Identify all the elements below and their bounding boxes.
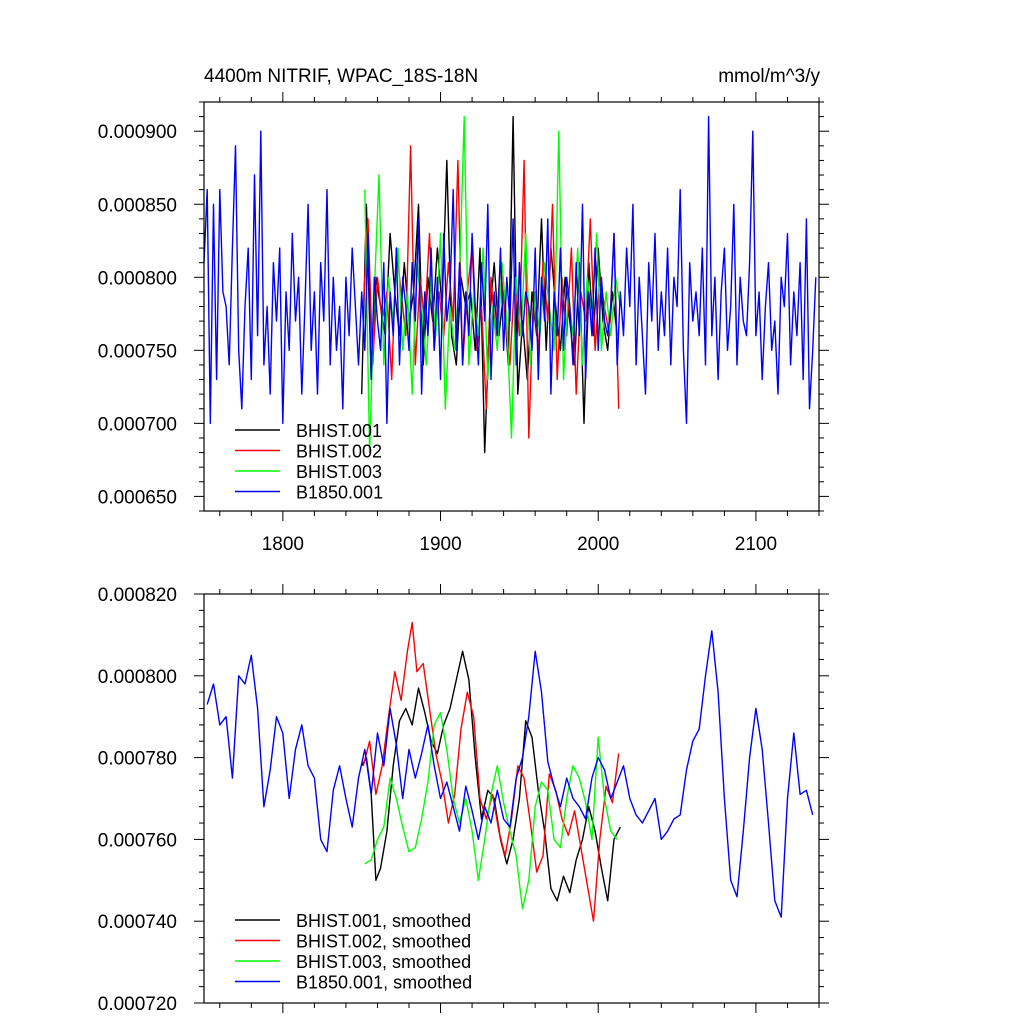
- series-line-bottom-2: [364, 711, 618, 910]
- y-tick-label: 0.000760: [98, 830, 177, 851]
- bottom-panel: 0.000720 0.000740 0.000760 0.000780 0.000800…: [98, 584, 829, 1015]
- x-tick-label: 2100: [735, 534, 777, 555]
- y-tick-label: 0.000700: [98, 414, 177, 435]
- x-tick-label: 1900: [419, 534, 461, 555]
- series-line-top-2: [364, 115, 621, 454]
- x-tick-label: 1800: [262, 534, 304, 555]
- legend-label: B1850.001: [296, 483, 383, 503]
- x-tick-label: 2000: [577, 534, 619, 555]
- units-label: mmol/m^3/y: [718, 66, 820, 87]
- legend-label: BHIST.003, smoothed: [296, 952, 471, 972]
- y-tick-label: 0.000900: [98, 122, 177, 143]
- y-tick-label: 0.000740: [98, 912, 177, 933]
- legend-label: BHIST.002: [296, 442, 382, 462]
- y-tick-label: 0.000750: [98, 341, 177, 362]
- series-line-top-1: [362, 145, 620, 439]
- series-line-top-3: [203, 115, 817, 425]
- chart-title: 4400m NITRIF, WPAC_18S-18N: [204, 66, 478, 87]
- y-tick-label: 0.000650: [98, 487, 177, 508]
- plot-frame: [203, 593, 820, 1004]
- y-tick-label: 0.000850: [98, 195, 177, 216]
- y-tick-label: 0.000720: [98, 994, 177, 1015]
- series-line-bottom-3: [206, 630, 814, 918]
- series-line-bottom-0: [361, 650, 621, 902]
- legend-label: BHIST.001: [296, 421, 382, 441]
- legend-label: BHIST.001, smoothed: [296, 911, 471, 931]
- y-tick-label: 0.000780: [98, 749, 177, 770]
- series-line-bottom-1: [362, 621, 620, 922]
- y-tick-label: 0.000800: [98, 268, 177, 289]
- y-tick-label: 0.000800: [98, 667, 177, 688]
- legend-label: BHIST.003: [296, 462, 382, 482]
- top-panel: 1800 1900 2000 2100 0.000650 0.000700 0.000750…: [98, 92, 829, 555]
- legend-label: B1850.001, smoothed: [296, 973, 472, 993]
- legend-label: BHIST.002, smoothed: [296, 932, 471, 952]
- y-tick-label: 0.000820: [98, 585, 177, 606]
